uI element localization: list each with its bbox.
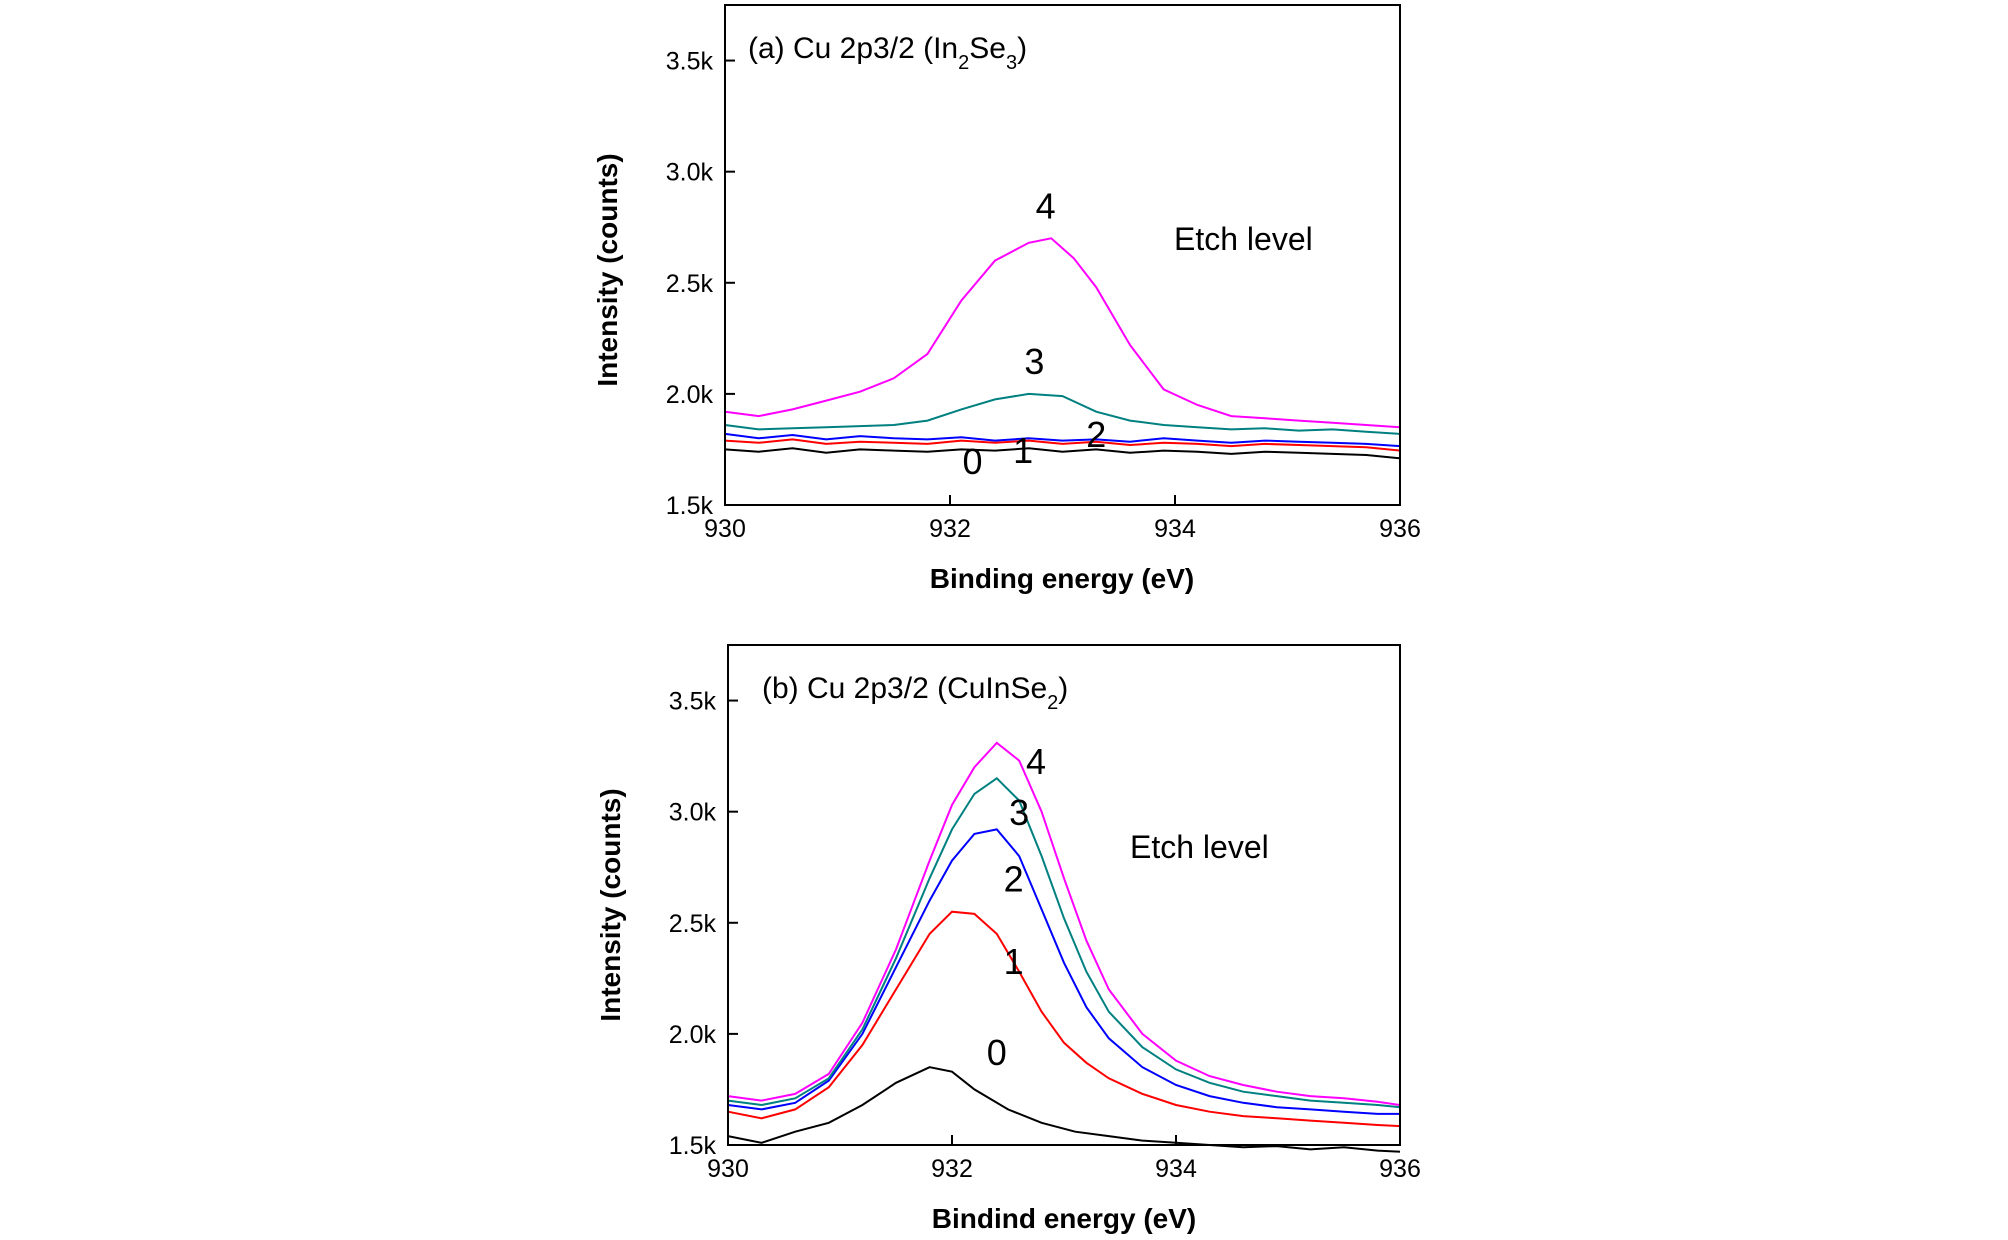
series-lines bbox=[724, 237, 1401, 460]
series-label-4: 4 bbox=[1026, 741, 1046, 782]
panel-b: 930 932 934 936 1.5k 2.0k 2.5k 3.0k 3.5k 0 1 2 3 4 (… bbox=[595, 644, 1421, 1234]
series-label-2: 2 bbox=[1004, 859, 1024, 900]
series-lines bbox=[727, 741, 1401, 1153]
series-line-2 bbox=[724, 432, 1401, 448]
series-label-1: 1 bbox=[1013, 430, 1033, 471]
y-tick-label: 2.5k bbox=[669, 910, 717, 938]
series-label-3: 3 bbox=[1009, 792, 1029, 833]
x-axis-title: Bindind energy (eV) bbox=[932, 1203, 1196, 1234]
x-tick-label: 932 bbox=[931, 1155, 973, 1183]
y-tick-label: 2.0k bbox=[669, 1021, 717, 1049]
y-axis-title: Intensity (counts) bbox=[592, 153, 623, 386]
panel-title: (a) Cu 2p3/2 (In2Se3) bbox=[748, 32, 1027, 74]
x-axis-title: Binding energy (eV) bbox=[930, 563, 1194, 594]
x-tick-label: 934 bbox=[1154, 515, 1196, 543]
y-tick-label: 3.0k bbox=[669, 799, 717, 827]
panel-title: (b) Cu 2p3/2 (CuInSe2) bbox=[762, 672, 1068, 714]
series-label-0: 0 bbox=[962, 441, 982, 482]
x-tick-label: 934 bbox=[1155, 1155, 1197, 1183]
x-tick-label: 936 bbox=[1379, 1155, 1421, 1183]
series-label-1: 1 bbox=[1004, 941, 1024, 982]
y-tick-label: 3.5k bbox=[669, 688, 717, 716]
x-tick-label: 932 bbox=[929, 515, 971, 543]
series-line-1 bbox=[724, 438, 1401, 452]
series-line-0 bbox=[724, 447, 1401, 460]
x-tick-label: 930 bbox=[707, 1155, 749, 1183]
panel-a: 930 932 934 936 1.5k 2.0k 2.5k 3.0k 3.5k 0 1 2 3 4 (… bbox=[592, 4, 1421, 594]
etch-level-annotation: Etch level bbox=[1130, 829, 1269, 865]
series-line-2 bbox=[727, 828, 1400, 1115]
x-tick-label: 930 bbox=[704, 515, 746, 543]
series-line-3 bbox=[727, 777, 1401, 1109]
series-line-4 bbox=[724, 237, 1401, 429]
series-line-0 bbox=[727, 1066, 1401, 1153]
y-tick-label: 2.5k bbox=[666, 270, 714, 298]
axis-ticks: 930 932 934 936 1.5k 2.0k 2.5k 3.0k 3.5k bbox=[666, 48, 1421, 543]
y-tick-label: 2.0k bbox=[666, 381, 714, 409]
axis-ticks: 930 932 934 936 1.5k 2.0k 2.5k 3.0k 3.5k bbox=[669, 688, 1421, 1183]
series-label-2: 2 bbox=[1086, 414, 1106, 455]
x-tick-label: 936 bbox=[1379, 515, 1421, 543]
series-line-3 bbox=[724, 392, 1401, 435]
series-label-0: 0 bbox=[987, 1032, 1007, 1073]
y-tick-label: 3.0k bbox=[666, 159, 714, 187]
series-line-1 bbox=[727, 910, 1401, 1128]
series-label-3: 3 bbox=[1024, 341, 1044, 382]
y-tick-label: 1.5k bbox=[666, 492, 714, 520]
plot-frame bbox=[724, 4, 1401, 506]
plot-frame bbox=[727, 644, 1401, 1146]
etch-level-annotation: Etch level bbox=[1174, 221, 1313, 257]
series-label-4: 4 bbox=[1036, 185, 1056, 226]
series-labels: 0 1 2 3 4 bbox=[987, 741, 1046, 1073]
y-axis-title: Intensity (counts) bbox=[595, 788, 626, 1021]
series-line-4 bbox=[727, 741, 1401, 1106]
y-tick-label: 3.5k bbox=[666, 48, 714, 76]
y-tick-label: 1.5k bbox=[669, 1132, 717, 1160]
